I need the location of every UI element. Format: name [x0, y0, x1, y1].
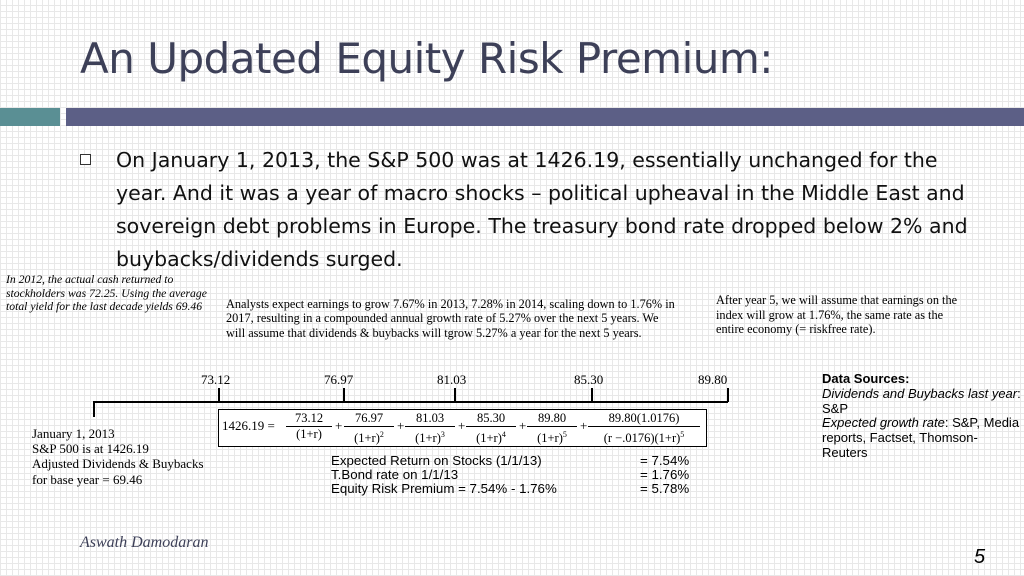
timeline-tick-4: [591, 388, 593, 402]
formula-term-5: 89.80 (1+r)5: [527, 411, 577, 446]
data-sources-heading: Data Sources:: [822, 371, 910, 386]
result-value-tbond: = 1.76%: [640, 467, 690, 482]
timeline-value-2: 76.97: [324, 372, 354, 387]
timeline-tick-start: [93, 401, 95, 417]
base-year-note: January 1, 2013 S&P 500 is at 1426.19 Ad…: [32, 426, 204, 487]
result-value-erp: = 5.78%: [640, 481, 690, 496]
formula-term-2: 76.97 (1+r)2: [344, 411, 394, 446]
timeline-value-3: 81.03: [437, 372, 467, 387]
note-analyst-growth: Analysts expect earnings to grow 7.67% i…: [226, 297, 675, 340]
timeline-tick-1: [218, 388, 220, 402]
result-value-expected-return: = 7.54%: [640, 453, 690, 468]
author-footer: Aswath Damodaran: [80, 534, 209, 551]
bullet-text: On January 1, 2013, the S&P 500 was at 1…: [116, 148, 968, 271]
timeline-value-4: 85.30: [574, 372, 604, 387]
formula-term-terminal: 89.80(1.0176) (r −.0176)(1+r)5: [588, 411, 700, 446]
title-accent-bar-left: [0, 108, 60, 126]
title-accent-bar: [66, 108, 1024, 126]
timeline-value-5: 89.80: [698, 372, 728, 387]
slide-title: An Updated Equity Risk Premium:: [80, 34, 773, 83]
result-label-expected-return: Expected Return on Stocks (1/1/13): [331, 453, 542, 468]
formula-term-3: 81.03 (1+r)3: [405, 411, 455, 446]
formula-plus: +: [397, 418, 405, 433]
result-label-erp: Equity Risk Premium = 7.54% - 1.76%: [331, 481, 557, 496]
formula-plus: +: [458, 418, 466, 433]
formula-term-4: 85.30 (1+r)4: [466, 411, 516, 446]
note-2012-cash-returned: In 2012, the actual cash returned to sto…: [6, 273, 207, 314]
timeline-tick-3: [454, 388, 456, 402]
page-number: 5: [974, 546, 986, 568]
formula-plus: +: [335, 418, 343, 433]
timeline-value-1: 73.12: [201, 372, 231, 387]
timeline-axis: [94, 401, 728, 403]
formula-plus: +: [519, 418, 527, 433]
formula-lhs: 1426.19 =: [222, 418, 275, 433]
valuation-formula-box: [218, 409, 707, 447]
data-source-dividends: Dividends and Buybacks last year: S&P: [822, 385, 1021, 416]
formula-plus: +: [580, 418, 588, 433]
result-label-tbond: T.Bond rate on 1/1/13: [331, 467, 459, 482]
timeline-tick-5: [727, 388, 729, 402]
bullet-square-icon: [80, 154, 91, 165]
note-terminal-growth: After year 5, we will assume that earnin…: [716, 293, 958, 336]
timeline-tick-2: [343, 388, 345, 402]
data-source-growth: Expected growth rate: S&P, Media reports…: [822, 415, 1020, 460]
data-sources-box: Data Sources: Dividends and Buybacks las…: [822, 371, 1022, 461]
formula-term-1: 73.12 (1+r): [286, 411, 332, 442]
